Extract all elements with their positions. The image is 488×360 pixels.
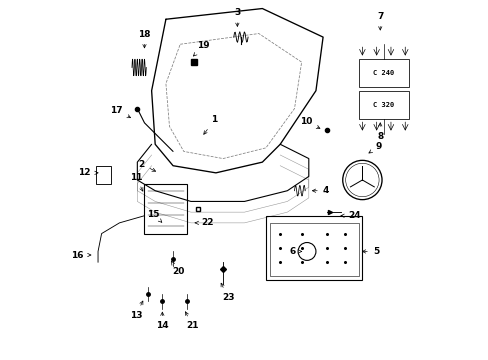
Text: 23: 23	[221, 283, 234, 302]
Text: 22: 22	[195, 219, 213, 228]
Text: 8: 8	[376, 123, 383, 141]
Text: 21: 21	[185, 312, 198, 330]
Text: 11: 11	[129, 173, 142, 191]
Text: 1: 1	[203, 116, 217, 134]
Text: 2: 2	[138, 160, 155, 171]
Text: 3: 3	[234, 8, 240, 26]
Text: 19: 19	[193, 41, 210, 56]
Bar	[96, 166, 110, 184]
Text: 12: 12	[78, 168, 98, 177]
Bar	[358, 59, 408, 87]
Text: 14: 14	[156, 312, 168, 330]
Bar	[358, 91, 408, 119]
Bar	[265, 216, 362, 280]
Text: C 240: C 240	[372, 70, 394, 76]
Text: C 320: C 320	[372, 102, 394, 108]
Text: 24: 24	[340, 211, 360, 220]
Text: 7: 7	[376, 12, 383, 30]
Text: 17: 17	[110, 106, 130, 118]
Text: 9: 9	[368, 142, 381, 153]
Text: 20: 20	[171, 261, 184, 276]
Text: 6: 6	[288, 247, 301, 256]
Text: 5: 5	[362, 247, 378, 256]
Text: 4: 4	[312, 186, 328, 195]
Text: 18: 18	[138, 30, 150, 48]
Text: 10: 10	[299, 117, 319, 129]
Bar	[269, 223, 358, 276]
Text: 15: 15	[147, 210, 162, 222]
Text: 16: 16	[71, 251, 91, 260]
Bar	[144, 184, 187, 234]
Text: 13: 13	[129, 301, 142, 320]
